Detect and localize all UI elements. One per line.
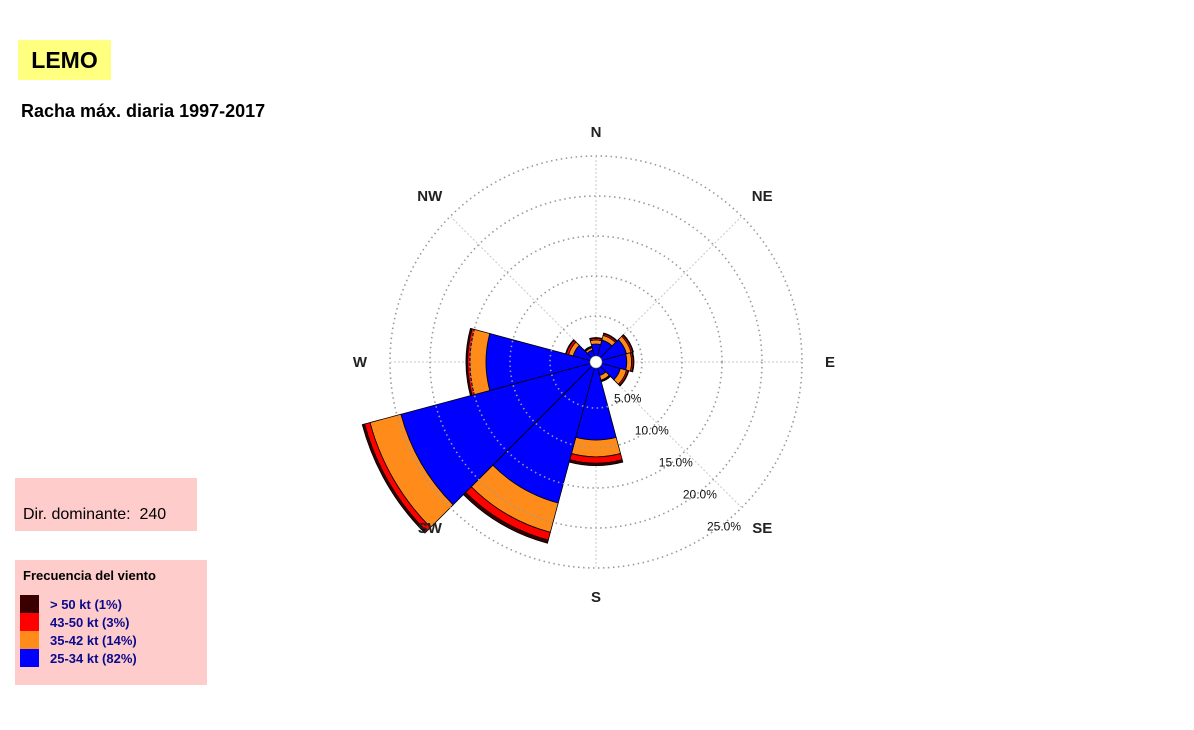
ring-label: 5.0% [614, 392, 642, 406]
legend-swatch [20, 595, 39, 613]
legend-label: > 50 kt (1%) [50, 596, 122, 612]
compass-label-sw: SW [418, 520, 443, 537]
ring-label: 25.0% [707, 520, 741, 534]
center-hole [589, 355, 603, 369]
compass-label-s: S [591, 589, 601, 606]
chart-subtitle: Racha máx. diaria 1997-2017 [21, 101, 266, 121]
wind-wedge-50-kt [361, 423, 428, 534]
legend-label: 43-50 kt (3%) [50, 614, 130, 630]
dominant-direction-text: Dir. dominante: 240 [23, 506, 167, 523]
compass-label-e: E [825, 354, 835, 371]
wind-wedge-50-kt [583, 345, 593, 352]
grid-ring [429, 195, 763, 529]
legend-swatch [20, 631, 39, 649]
legend-label: 35-42 kt (14%) [50, 632, 137, 648]
wind-wedge-50-kt [631, 351, 635, 373]
wind-sectors [361, 327, 635, 544]
compass-label-n: N [591, 124, 602, 141]
compass-label-w: W [353, 354, 368, 371]
grid-ring [509, 275, 683, 449]
legend-swatch [20, 613, 39, 631]
compass-label-se: SE [752, 520, 772, 537]
grid-ring [549, 315, 643, 409]
legend-item: 43-50 kt (3%) [20, 613, 129, 631]
wind-wedge-50-kt [564, 339, 575, 355]
grid-ring [389, 155, 803, 569]
station-badge: LEMO [18, 40, 111, 80]
wind-wedge-35-42-kt [570, 436, 622, 458]
legend-item: 35-42 kt (14%) [20, 631, 137, 649]
station-name: LEMO [31, 46, 98, 73]
ring-label: 10.0% [635, 424, 669, 438]
legend-title: Frecuencia del viento [23, 568, 156, 583]
legend-swatch [20, 649, 39, 667]
ring-label: 15.0% [659, 456, 693, 470]
legend: Frecuencia del viento > 50 kt (1%) 43-50… [15, 560, 207, 685]
chart-labels: 5.0% 10.0% 15.0% 20.0% 25.0% N NE E SE S SW W NW [353, 124, 835, 606]
ring-label: 20.0% [683, 488, 717, 502]
wind-wedge-50-kt [618, 370, 630, 387]
legend-item: 25-34 kt (82%) [20, 649, 137, 667]
legend-label: 25-34 kt (82%) [50, 650, 137, 666]
grid-ring [469, 235, 723, 489]
wind-wedge-50-kt [465, 327, 473, 397]
dominant-direction-box: Dir. dominante: 240 [15, 478, 197, 531]
wind-wedge-50-kt [622, 333, 634, 353]
legend-item: > 50 kt (1%) [20, 595, 122, 613]
compass-label-nw: NW [417, 188, 443, 205]
compass-label-ne: NE [752, 188, 773, 205]
